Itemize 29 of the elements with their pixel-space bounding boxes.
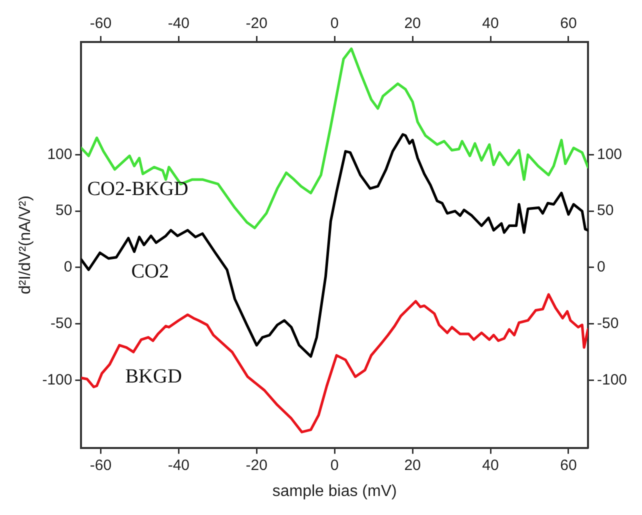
y-tick-label: -100: [42, 371, 72, 388]
x2-tick-label: 60: [560, 15, 577, 32]
series-label: CO2-BKGD: [87, 178, 188, 200]
series-label: CO2: [131, 260, 170, 282]
x-tick-label: -40: [168, 456, 190, 474]
x-tick-label: 60: [560, 456, 577, 474]
y2-tick-label: 100: [596, 146, 622, 163]
y-tick-label: 50: [56, 202, 72, 220]
x-tick-label: -60: [90, 456, 112, 474]
x2-tick-label: 40: [482, 15, 499, 32]
x-tick-label: 0: [330, 456, 339, 474]
x-tick-label: 20: [404, 456, 421, 474]
y2-tick-label: 0: [596, 258, 606, 276]
x-axis-title: sample bias (mV): [272, 482, 397, 500]
x2-tick-label: -20: [246, 15, 268, 32]
y-tick-label: 0: [64, 258, 72, 276]
y2-tick-label: -100: [596, 371, 628, 388]
y2-tick-label: -50: [596, 314, 619, 332]
series-label: BKGD: [125, 366, 182, 388]
x2-tick-label: -60: [90, 15, 112, 32]
x2-tick-label: 0: [330, 15, 339, 32]
x-tick-label: 40: [482, 456, 499, 474]
x2-tick-label: -40: [168, 15, 190, 32]
x-tick-label: -20: [246, 456, 268, 474]
x2-tick-label: 20: [404, 15, 421, 32]
y-tick-label: 100: [47, 146, 72, 163]
y-axis-title: d²I/dV²(nA/V²): [17, 196, 34, 294]
y2-tick-label: 50: [596, 202, 614, 220]
y-tick-label: -50: [50, 314, 72, 332]
